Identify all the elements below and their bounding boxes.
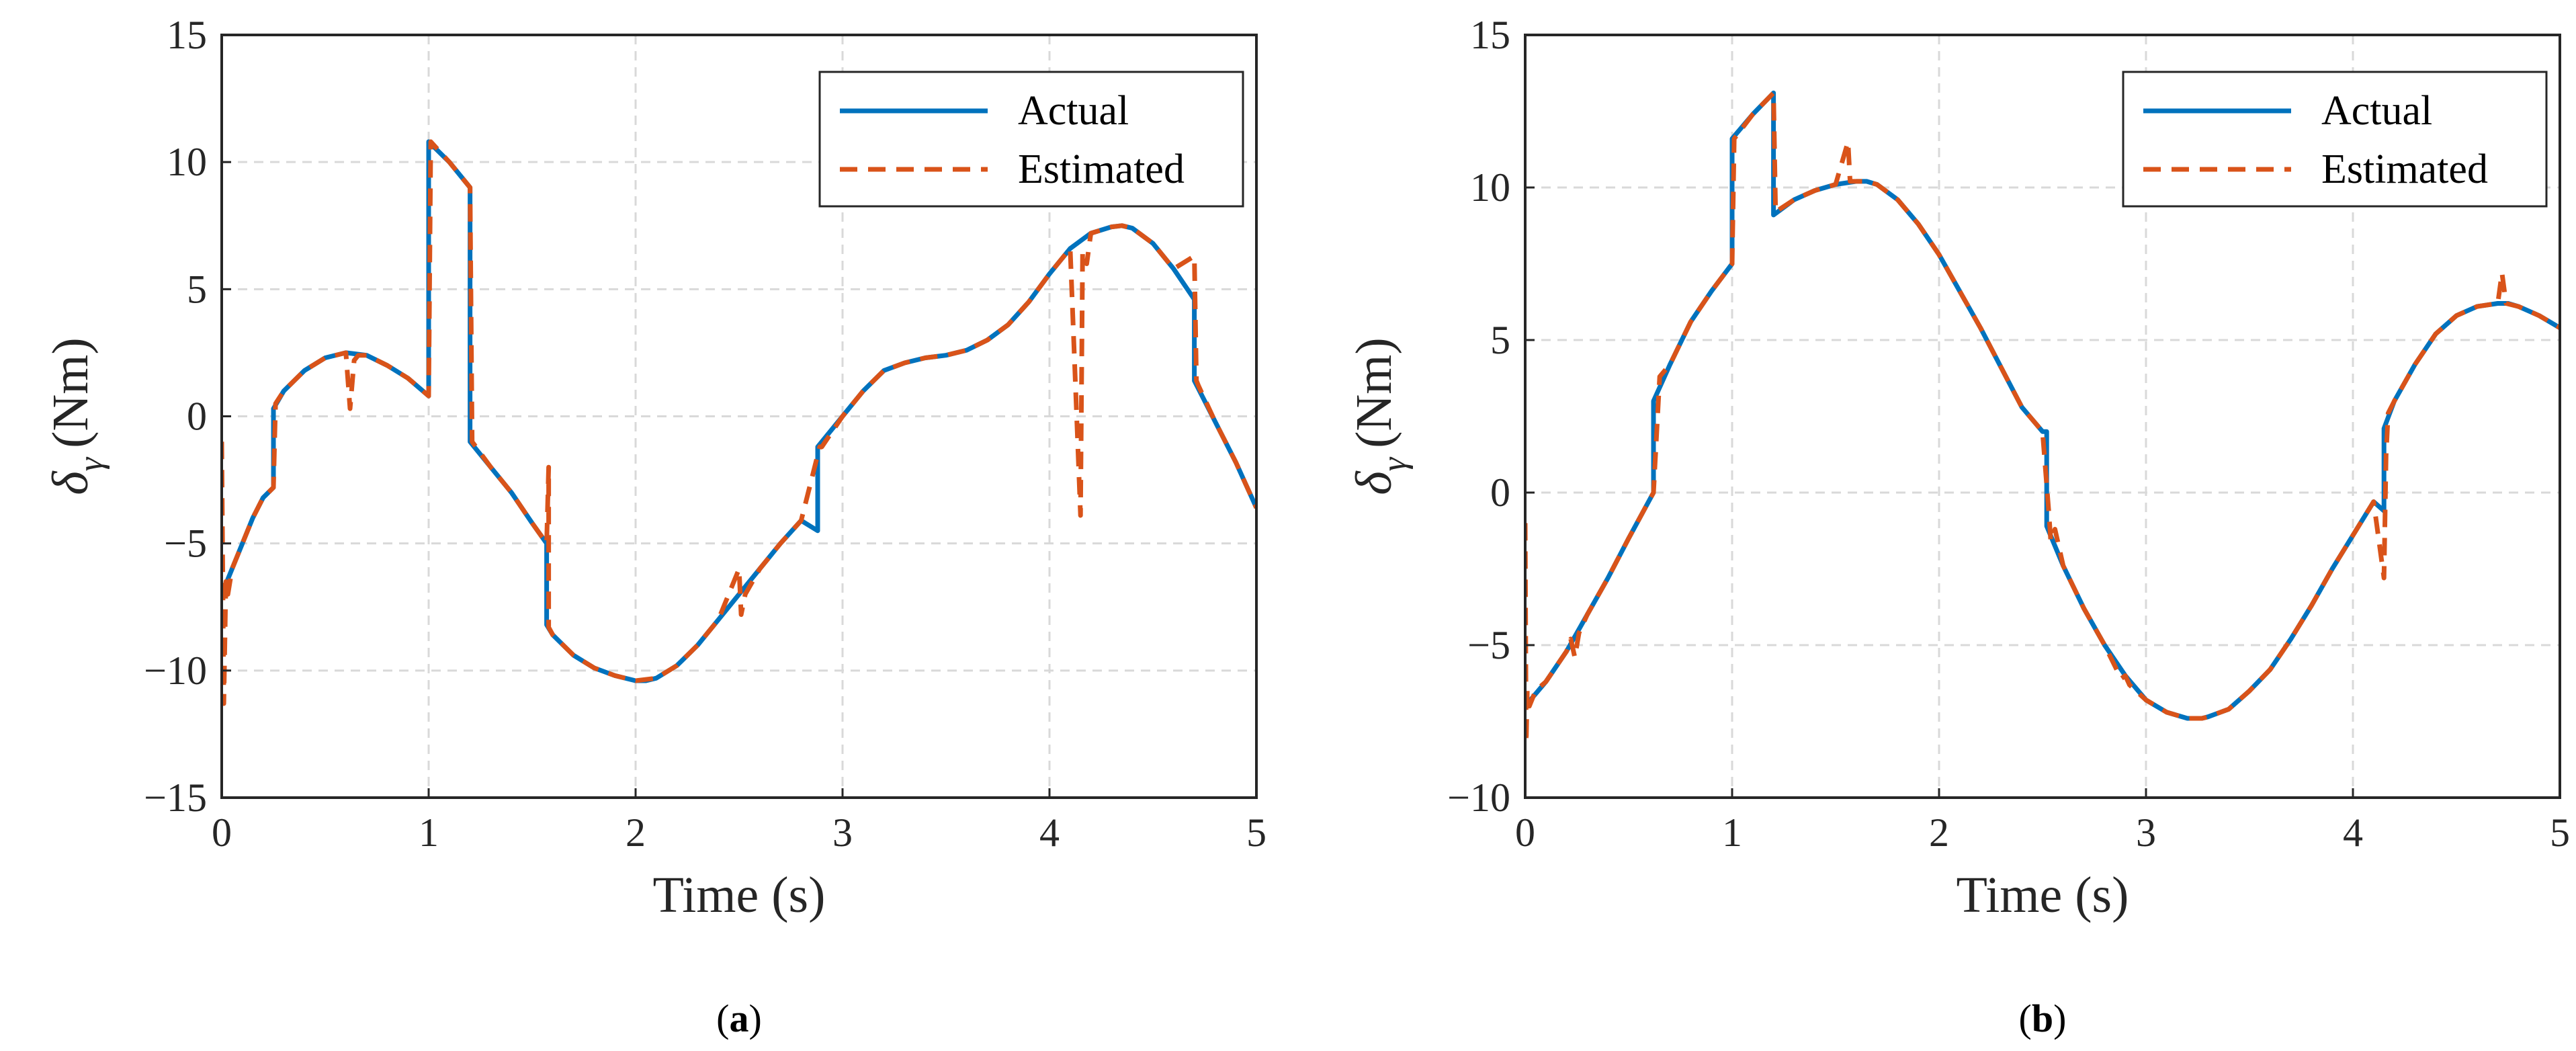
x-tick-label: 0 — [212, 810, 232, 855]
y-tick-label: 5 — [187, 267, 207, 311]
chart-panel-b: 0 1 2 3 4 5 −10 −5 0 5 10 15 Time (s) δγ(Nm) Actual… — [1346, 13, 2570, 1040]
legend-box-a — [818, 71, 1244, 208]
x-tick-label: 5 — [1246, 810, 1266, 855]
panel-label-b: (b) — [2019, 997, 2067, 1040]
legend-label-estimated-a: Estimated — [1018, 146, 1185, 192]
x-tick-label: 4 — [1039, 810, 1060, 855]
panel-label-a: (a) — [716, 997, 762, 1040]
x-axis-label-a: Time (s) — [653, 867, 826, 923]
x-axis-label-b: Time (s) — [1957, 867, 2129, 923]
x-tick-label: 3 — [2136, 810, 2156, 855]
x-tick-label: 2 — [626, 810, 646, 855]
x-tick-label: 2 — [1929, 810, 1949, 855]
series-line-actual — [1525, 90, 2560, 721]
y-tick-label: −15 — [144, 775, 207, 820]
x-tick-label: 5 — [2550, 810, 2570, 855]
x-tick-label: 1 — [419, 810, 439, 855]
ticks-b: 0 1 2 3 4 5 −10 −5 0 5 10 15 — [1447, 13, 2570, 855]
y-tick-label: 15 — [167, 13, 207, 57]
x-tick-label: 1 — [1722, 810, 1742, 855]
y-axis-label-b: δγ(Nm) — [1346, 337, 1414, 495]
legend-label-estimated-b: Estimated — [2321, 146, 2488, 192]
x-tick-label: 4 — [2343, 810, 2363, 855]
plot-area-b — [1525, 90, 2560, 745]
x-tick-label: 0 — [1515, 810, 1535, 855]
legend-b: Actual Estimated — [2122, 71, 2548, 208]
plot-area-a — [222, 139, 1256, 706]
y-tick-label: 5 — [1490, 318, 1510, 362]
y-tick-label: 15 — [1470, 13, 1510, 57]
y-tick-label: −10 — [1447, 775, 1510, 820]
y-tick-label: −10 — [144, 648, 207, 693]
ticks-a: 0 1 2 3 4 5 −15 −10 −5 0 5 10 15 — [144, 13, 1266, 855]
legend-label-actual-a: Actual — [1018, 88, 1129, 134]
axes-frame-b — [1524, 34, 2561, 799]
y-tick-label: 0 — [1490, 470, 1510, 515]
y-tick-label: −5 — [1467, 623, 1510, 667]
legend-box-b — [2122, 71, 2548, 208]
y-tick-label: 10 — [1470, 165, 1510, 210]
grid-a — [222, 35, 1256, 798]
y-axis-label-a: δγ(Nm) — [42, 337, 110, 495]
y-tick-label: 10 — [167, 140, 207, 184]
y-tick-label: −5 — [164, 521, 207, 566]
x-tick-label: 3 — [832, 810, 853, 855]
series-line-estimated — [1525, 90, 2560, 745]
legend-label-actual-b: Actual — [2321, 88, 2432, 134]
legend-a: Actual Estimated — [818, 71, 1244, 208]
series-line-estimated — [222, 139, 1256, 706]
y-tick-label: 0 — [187, 394, 207, 439]
